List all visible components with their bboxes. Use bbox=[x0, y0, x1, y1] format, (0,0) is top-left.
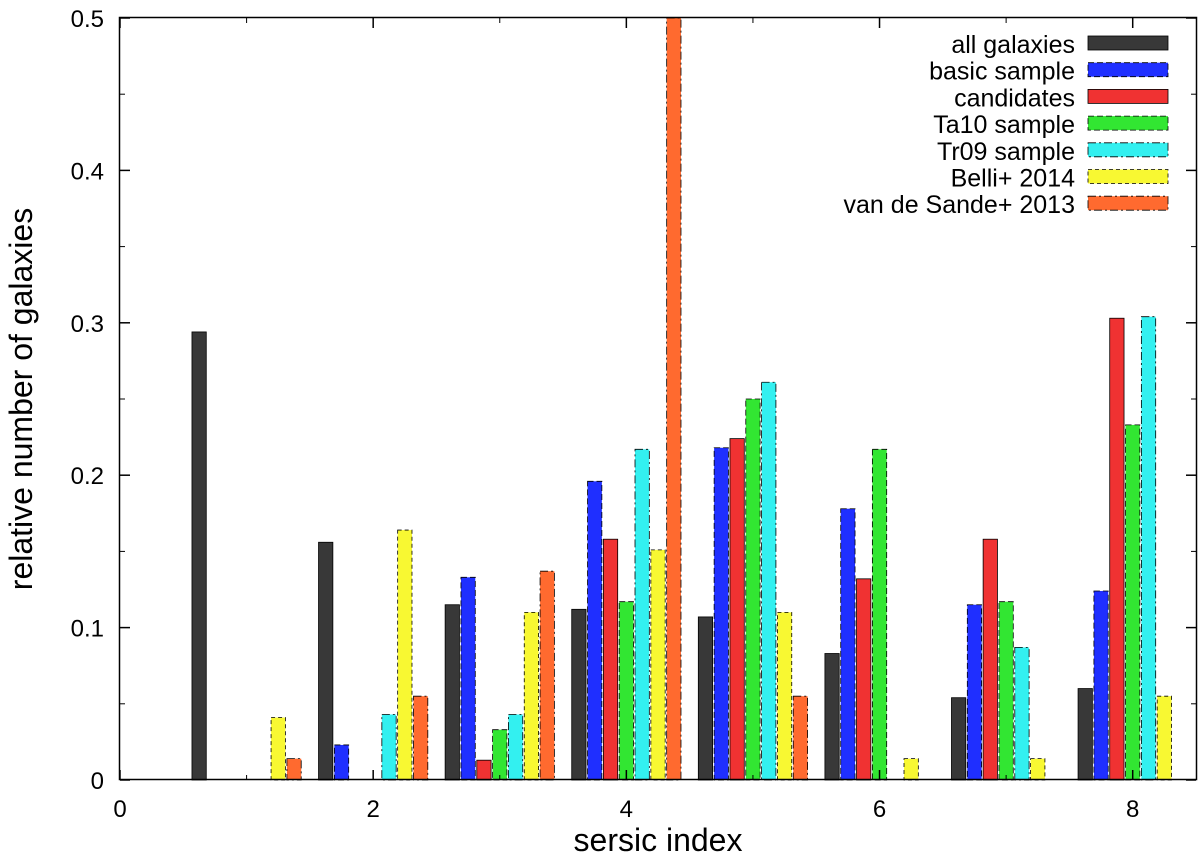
bar-ta10-sample-bin-3 bbox=[492, 729, 508, 781]
bar-ta10-sample-bin-5 bbox=[745, 398, 761, 781]
bar-van-de-sande-2013-bin-1 bbox=[286, 758, 302, 781]
bar-ta10-sample-bin-6 bbox=[871, 448, 888, 781]
bar-van-de-sande-2013-bin-4 bbox=[666, 17, 682, 781]
bar-all-galaxies-bin-3 bbox=[444, 604, 460, 781]
bar-basic-sample-bin-4 bbox=[587, 480, 603, 781]
y-tick-label: 0.1 bbox=[71, 616, 104, 643]
bar-van-de-sande-2013-bin-3 bbox=[539, 570, 555, 781]
legend-label: basic sample bbox=[929, 58, 1075, 86]
bar-candidates-bin-7 bbox=[982, 538, 998, 781]
legend-swatch bbox=[1087, 115, 1169, 131]
legend-label: candidates bbox=[954, 84, 1075, 112]
bar-basic-sample-bin-3 bbox=[460, 576, 476, 781]
x-axis-title: sersic index bbox=[574, 822, 743, 857]
bar-tr09-sample-bin-3 bbox=[508, 714, 524, 781]
y-tick-label: 0 bbox=[91, 768, 104, 795]
legend-swatch bbox=[1087, 195, 1169, 211]
y-tick-label: 0.4 bbox=[71, 158, 104, 185]
bar-all-galaxies-bin-7 bbox=[951, 697, 967, 781]
bar-belli-2014-bin-7 bbox=[1030, 758, 1046, 781]
bar-basic-sample-bin-6 bbox=[840, 508, 856, 781]
bar-belli-2014-bin-4 bbox=[650, 549, 666, 781]
plot-frame bbox=[118, 16, 1198, 781]
bar-candidates-bin-4 bbox=[602, 538, 619, 781]
ticks-layer: 0 2 4 6 8 0 0.1 0.2 0.3 0.4 0.5 bbox=[71, 6, 1196, 823]
bar-all-galaxies-bin-4 bbox=[571, 608, 587, 781]
legend-label: Belli+ 2014 bbox=[951, 165, 1075, 193]
bar-tr09-sample-bin-2 bbox=[381, 714, 397, 781]
legend-label: Tr09 sample bbox=[937, 138, 1075, 166]
bar-candidates-bin-8 bbox=[1109, 317, 1125, 781]
bar-basic-sample-bin-8 bbox=[1093, 590, 1109, 781]
bar-all-galaxies-bin-2 bbox=[318, 541, 334, 781]
x-tick-label: 6 bbox=[873, 796, 886, 823]
legend-swatch bbox=[1087, 62, 1169, 78]
bar-van-de-sande-2013-bin-2 bbox=[413, 695, 429, 781]
y-tick-label: 0.3 bbox=[71, 311, 104, 338]
bar-basic-sample-bin-2 bbox=[333, 744, 350, 781]
legend-swatch bbox=[1087, 169, 1169, 184]
x-tick-label: 2 bbox=[366, 796, 379, 823]
legend-swatch bbox=[1087, 142, 1169, 158]
legend-label: van de Sande+ 2013 bbox=[844, 191, 1075, 219]
bar-belli-2014-bin-6 bbox=[903, 758, 919, 781]
bar-ta10-sample-bin-8 bbox=[1125, 424, 1141, 781]
bar-ta10-sample-bin-4 bbox=[618, 601, 634, 781]
bar-all-galaxies-bin-8 bbox=[1077, 688, 1093, 781]
x-tick-label: 0 bbox=[113, 796, 126, 823]
y-axis-title: relative number of galaxies bbox=[3, 208, 39, 590]
y-tick-label: 0.5 bbox=[71, 6, 104, 33]
bar-all-galaxies-bin-5 bbox=[697, 616, 714, 781]
bar-candidates-bin-5 bbox=[729, 438, 745, 781]
legend-label: all galaxies bbox=[951, 31, 1075, 59]
bar-tr09-sample-bin-5 bbox=[761, 381, 777, 781]
x-tick-label: 8 bbox=[1126, 796, 1139, 823]
bar-van-de-sande-2013-bin-5 bbox=[792, 695, 808, 781]
y-tick-label: 0.2 bbox=[71, 463, 104, 490]
bar-basic-sample-bin-7 bbox=[966, 604, 983, 781]
x-tick-label: 4 bbox=[620, 796, 633, 823]
legend-swatch bbox=[1087, 35, 1169, 51]
bar-tr09-sample-bin-4 bbox=[634, 448, 650, 781]
bar-candidates-bin-6 bbox=[856, 578, 872, 781]
bar-all-galaxies-bin-1 bbox=[191, 331, 207, 781]
bar-belli-2014-bin-5 bbox=[777, 611, 793, 781]
bar-tr09-sample-bin-7 bbox=[1014, 647, 1030, 781]
bar-belli-2014-bin-3 bbox=[523, 611, 539, 781]
bar-belli-2014-bin-2 bbox=[397, 529, 413, 781]
legend-label: Ta10 sample bbox=[933, 111, 1075, 139]
bar-ta10-sample-bin-7 bbox=[998, 601, 1014, 781]
bar-belli-2014-bin-1 bbox=[270, 717, 286, 781]
bar-candidates-bin-3 bbox=[476, 759, 492, 781]
bar-all-galaxies-bin-6 bbox=[824, 653, 840, 781]
bar-belli-2014-bin-8 bbox=[1156, 695, 1172, 781]
bar-tr09-sample-bin-8 bbox=[1140, 316, 1157, 781]
legend-swatch bbox=[1087, 89, 1169, 104]
bar-basic-sample-bin-5 bbox=[713, 447, 729, 781]
bars-layer bbox=[191, 17, 1172, 781]
